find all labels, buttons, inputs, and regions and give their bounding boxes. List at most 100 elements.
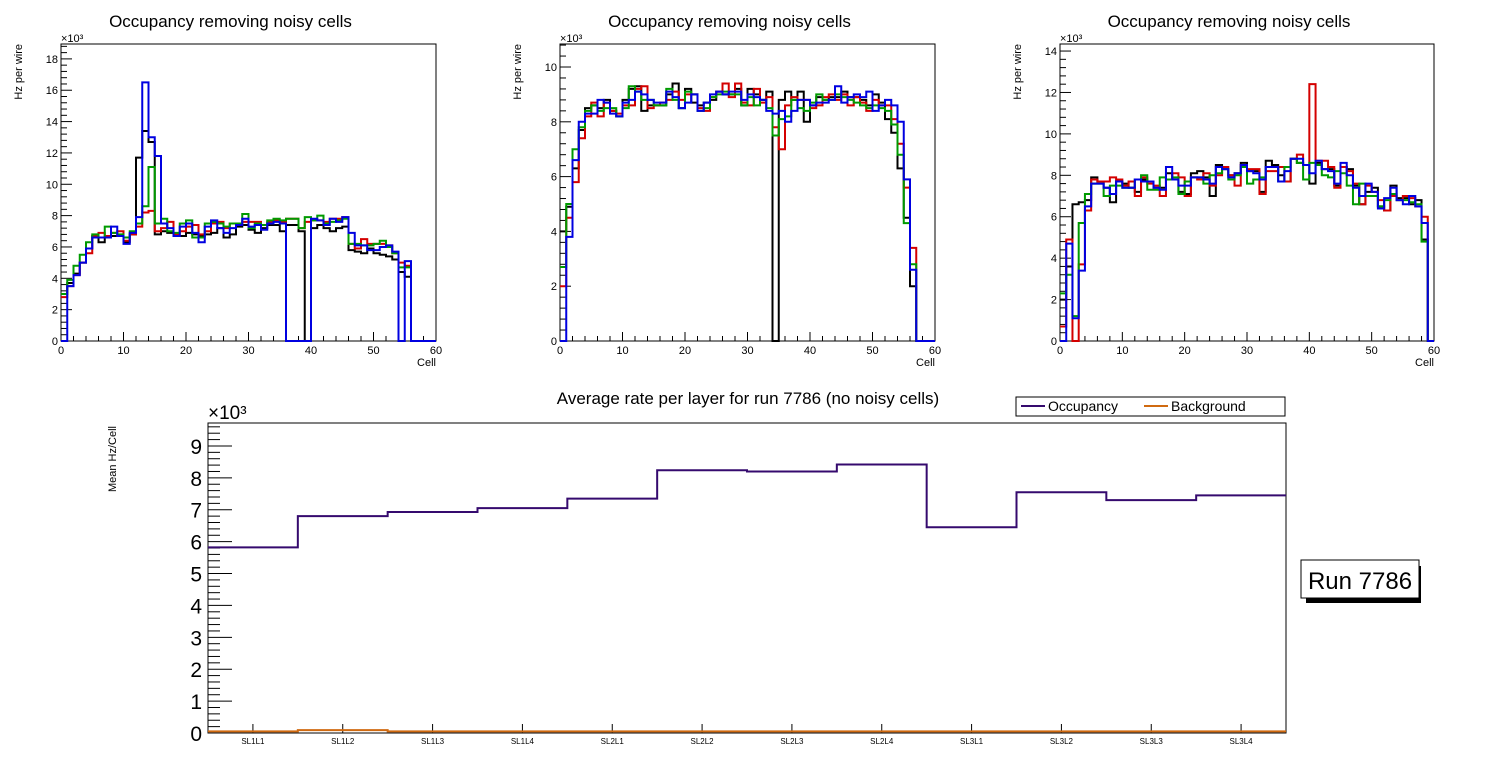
histogram-series-black bbox=[560, 82, 935, 342]
y-tick-label: 0 bbox=[52, 336, 58, 348]
x-tick-label: 60 bbox=[929, 345, 941, 357]
y-tick-label: 0 bbox=[190, 723, 202, 746]
x-tick-label: 40 bbox=[1303, 345, 1315, 357]
legend-label-occupancy: Occupancy bbox=[1048, 398, 1118, 414]
x-tick-label: 40 bbox=[804, 345, 816, 357]
x-axis-label: Cell bbox=[1415, 357, 1434, 369]
y-tick-label: 2 bbox=[551, 281, 557, 293]
y-tick-label: 7 bbox=[190, 500, 202, 523]
y-multiplier-label: ×10³ bbox=[61, 33, 84, 45]
y-tick-label: 8 bbox=[190, 468, 202, 491]
y-multiplier-label: ×10³ bbox=[208, 403, 247, 424]
y-tick-label: 4 bbox=[1051, 253, 1057, 265]
y-tick-label: 12 bbox=[46, 148, 58, 160]
y-tick-label: 8 bbox=[1051, 170, 1057, 182]
x-category-label: SL2L4 bbox=[870, 737, 894, 746]
legend-label-background: Background bbox=[1171, 398, 1246, 414]
y-tick-label: 4 bbox=[52, 273, 58, 285]
histogram-series-red bbox=[1060, 83, 1434, 342]
y-tick-label: 0 bbox=[1051, 336, 1057, 348]
x-tick-label: 10 bbox=[1116, 345, 1128, 357]
plot-frame bbox=[207, 422, 1287, 734]
x-category-label: SL1L4 bbox=[511, 737, 535, 746]
chart-title: Occupancy removing noisy cells bbox=[608, 12, 851, 31]
run-box-frame bbox=[1300, 559, 1420, 599]
average-rate-chart: Average rate per layer for run 7786 (no … bbox=[107, 389, 1421, 746]
chart-title: Average rate per layer for run 7786 (no … bbox=[557, 389, 939, 408]
y-tick-label: 10 bbox=[1045, 129, 1057, 141]
y-tick-label: 8 bbox=[551, 117, 557, 129]
plot-frame bbox=[60, 43, 437, 342]
histogram-series-blue bbox=[1060, 157, 1434, 342]
y-axis-label: Hz per wire bbox=[1012, 44, 1024, 100]
histogram-series-green bbox=[560, 85, 935, 342]
x-category-label: SL1L2 bbox=[331, 737, 355, 746]
x-category-label: SL1L1 bbox=[241, 737, 265, 746]
run-label-box: Run 7786 bbox=[1300, 559, 1421, 603]
x-tick-label: 20 bbox=[679, 345, 691, 357]
y-tick-label: 2 bbox=[52, 305, 58, 317]
y-axis-label: Hz per wire bbox=[512, 44, 524, 100]
x-category-label: SL3L2 bbox=[1050, 737, 1074, 746]
y-tick-label: 10 bbox=[46, 179, 58, 191]
x-category-label: SL2L1 bbox=[601, 737, 625, 746]
x-category-label: SL3L4 bbox=[1230, 737, 1254, 746]
x-tick-label: 20 bbox=[1179, 345, 1191, 357]
y-tick-label: 4 bbox=[190, 595, 202, 618]
y-tick-label: 14 bbox=[46, 117, 58, 129]
x-tick-label: 60 bbox=[430, 345, 442, 357]
x-tick-label: 50 bbox=[367, 345, 379, 357]
series-occupancy bbox=[208, 463, 1286, 549]
x-tick-label: 20 bbox=[180, 345, 192, 357]
x-tick-label: 60 bbox=[1428, 345, 1440, 357]
run-label: Run 7786 bbox=[1308, 568, 1412, 595]
x-tick-label: 10 bbox=[616, 345, 628, 357]
y-tick-label: 8 bbox=[52, 211, 58, 223]
x-tick-label: 0 bbox=[557, 345, 563, 357]
y-tick-label: 5 bbox=[190, 564, 202, 587]
y-tick-label: 10 bbox=[545, 62, 557, 74]
x-tick-label: 30 bbox=[1241, 345, 1253, 357]
chart-title: Occupancy removing noisy cells bbox=[109, 12, 352, 31]
x-tick-label: 10 bbox=[117, 345, 129, 357]
y-tick-label: 3 bbox=[190, 627, 202, 650]
y-tick-label: 1 bbox=[190, 691, 202, 714]
y-tick-label: 6 bbox=[52, 242, 58, 254]
y-tick-label: 16 bbox=[46, 85, 58, 97]
x-axis-label: Cell bbox=[916, 357, 935, 369]
chart-title: Occupancy removing noisy cells bbox=[1108, 12, 1351, 31]
x-category-label: SL2L2 bbox=[691, 737, 715, 746]
x-category-label: SL2L3 bbox=[780, 737, 804, 746]
x-tick-label: 0 bbox=[1057, 345, 1063, 357]
y-tick-label: 18 bbox=[46, 54, 58, 66]
y-tick-label: 6 bbox=[551, 172, 557, 184]
y-tick-label: 6 bbox=[1051, 212, 1057, 224]
y-multiplier-label: ×10³ bbox=[560, 33, 583, 45]
y-tick-label: 0 bbox=[551, 336, 557, 348]
histogram-series-blue bbox=[61, 81, 436, 342]
y-tick-label: 4 bbox=[551, 226, 557, 238]
x-axis-label: Cell bbox=[417, 357, 436, 369]
x-category-label: SL3L3 bbox=[1140, 737, 1164, 746]
y-axis-label: Hz per wire bbox=[13, 44, 25, 100]
x-category-label: SL3L1 bbox=[960, 737, 984, 746]
legend: Occupancy Background bbox=[1015, 396, 1286, 417]
y-multiplier-label: ×10³ bbox=[1060, 33, 1083, 45]
y-tick-label: 6 bbox=[190, 532, 202, 555]
y-tick-label: 2 bbox=[190, 659, 202, 682]
y-tick-label: 14 bbox=[1045, 46, 1057, 58]
y-tick-label: 2 bbox=[1051, 295, 1057, 307]
x-tick-label: 0 bbox=[58, 345, 64, 357]
histogram-series-red bbox=[560, 82, 935, 342]
x-tick-label: 50 bbox=[866, 345, 878, 357]
y-tick-label: 12 bbox=[1045, 87, 1057, 99]
y-axis-label: Mean Hz/Cell bbox=[107, 426, 119, 492]
histogram-series-blue bbox=[560, 85, 935, 342]
x-category-label: SL1L3 bbox=[421, 737, 445, 746]
series-background bbox=[208, 729, 1286, 733]
x-tick-label: 30 bbox=[741, 345, 753, 357]
